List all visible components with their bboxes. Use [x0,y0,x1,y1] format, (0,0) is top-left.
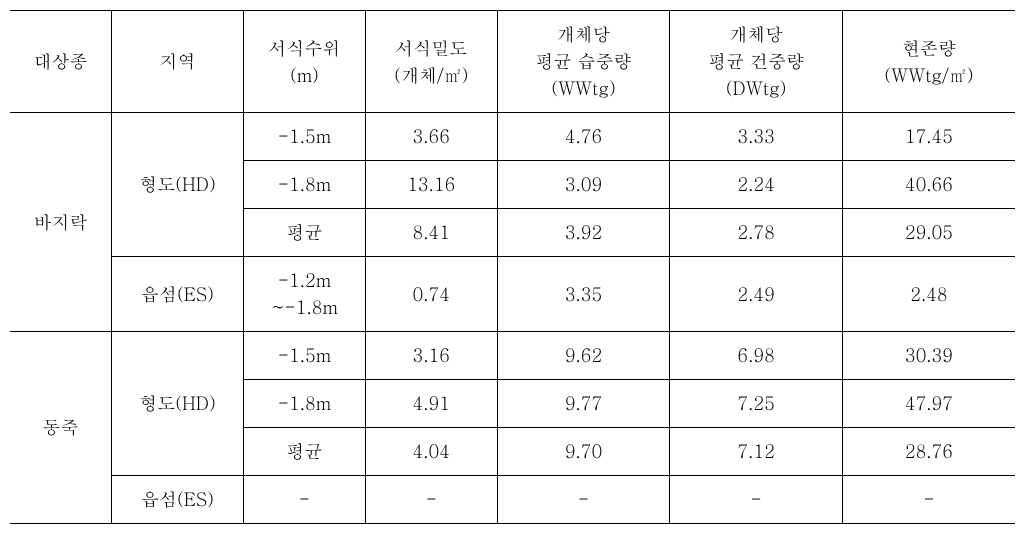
table-row: 읍섬(ES) - - - - - [10,476,1015,524]
density-cell: 4.91 [365,380,497,428]
wet-cell: 4.76 [497,113,670,161]
depth-cell: 평균 [243,428,365,476]
region-cell: 읍섬(ES) [112,476,244,524]
dry-cell: 7.25 [670,380,843,428]
wet-cell: 9.62 [497,332,670,380]
dry-cell: - [670,476,843,524]
stock-cell: 29.05 [842,209,1015,257]
data-table: 대상종 지역 서식수위(m) 서식밀도(개체/㎡) 개체당평균 습중량(WWtg… [10,10,1015,524]
density-cell: 3.16 [365,332,497,380]
dry-cell: 7.12 [670,428,843,476]
density-cell: 8.41 [365,209,497,257]
region-cell: 형도(HD) [112,332,244,476]
wet-cell: 9.77 [497,380,670,428]
header-wet: 개체당평균 습중량(WWtg) [497,11,670,113]
depth-cell: - [243,476,365,524]
header-density: 서식밀도(개체/㎡) [365,11,497,113]
stock-cell: 17.45 [842,113,1015,161]
depth-cell: 평균 [243,209,365,257]
header-row: 대상종 지역 서식수위(m) 서식밀도(개체/㎡) 개체당평균 습중량(WWtg… [10,11,1015,113]
region-cell: 읍섬(ES) [112,257,244,332]
stock-cell: 47.97 [842,380,1015,428]
depth-cell: -1.8m [243,161,365,209]
stock-cell: 40.66 [842,161,1015,209]
header-depth: 서식수위(m) [243,11,365,113]
wet-cell: 3.35 [497,257,670,332]
wet-cell: 9.70 [497,428,670,476]
depth-cell: -1.5m [243,332,365,380]
stock-cell: 30.39 [842,332,1015,380]
stock-cell: 2.48 [842,257,1015,332]
header-region: 지역 [112,11,244,113]
header-species: 대상종 [10,11,112,113]
species-cell: 동죽 [10,332,112,524]
table-row: 동죽 형도(HD) -1.5m 3.16 9.62 6.98 30.39 [10,332,1015,380]
depth-cell: -1.8m [243,380,365,428]
stock-cell: 28.76 [842,428,1015,476]
dry-cell: 2.24 [670,161,843,209]
dry-cell: 2.49 [670,257,843,332]
wet-cell: - [497,476,670,524]
density-cell: 3.66 [365,113,497,161]
wet-cell: 3.92 [497,209,670,257]
header-stock: 현존량(WWtg/㎡) [842,11,1015,113]
stock-cell: - [842,476,1015,524]
depth-cell: -1.5m [243,113,365,161]
wet-cell: 3.09 [497,161,670,209]
depth-cell: -1.2m~-1.8m [243,257,365,332]
table-row: 바지락 형도(HD) -1.5m 3.66 4.76 3.33 17.45 [10,113,1015,161]
table-row: 읍섬(ES) -1.2m~-1.8m 0.74 3.35 2.49 2.48 [10,257,1015,332]
dry-cell: 6.98 [670,332,843,380]
density-cell: 0.74 [365,257,497,332]
density-cell: 13.16 [365,161,497,209]
dry-cell: 2.78 [670,209,843,257]
density-cell: 4.04 [365,428,497,476]
dry-cell: 3.33 [670,113,843,161]
density-cell: - [365,476,497,524]
region-cell: 형도(HD) [112,113,244,257]
header-dry: 개체당평균 건중량(DWtg) [670,11,843,113]
species-cell: 바지락 [10,113,112,332]
